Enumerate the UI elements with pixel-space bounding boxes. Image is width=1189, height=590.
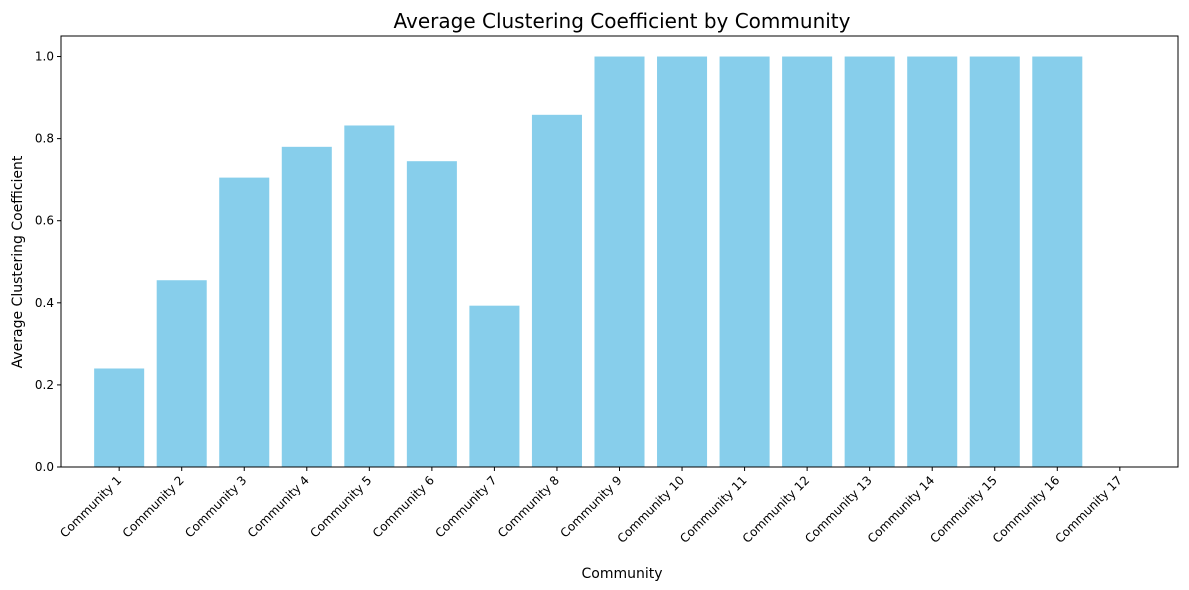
x-tick-label: Community 2 [120,473,187,540]
bar-14 [907,56,958,468]
y-tick-label: 0.6 [35,214,54,228]
x-tick-label: Community 4 [245,473,312,540]
y-axis-label: Average Clustering Coefficient [10,155,26,368]
bar-3 [219,177,270,467]
x-tick-label: Community 13 [802,473,875,546]
bar-10 [657,56,708,468]
x-tick-label: Community 15 [927,473,1000,546]
bar-2 [156,280,207,467]
x-tick-label: Community 3 [182,473,249,540]
bar-1 [94,368,145,467]
x-tick-label: Community 9 [558,473,625,540]
x-tick-label: Community 12 [740,473,813,546]
x-tick-label: Community 17 [1052,473,1125,546]
bar-16 [1032,56,1083,468]
y-tick-label: 1.0 [35,50,54,64]
y-axis: 0.0 0.2 0.4 0.6 0.8 1.0 [35,50,61,474]
x-tick-label: Community 5 [307,473,374,540]
x-tick-label: Community 16 [990,473,1063,546]
y-tick-label: 0.8 [35,132,54,146]
bar-11 [719,56,770,468]
bar-15 [969,56,1020,468]
bar-7 [469,305,520,467]
bar-6 [406,161,457,467]
bar-5 [344,125,395,467]
y-tick-label: 0.0 [35,460,54,474]
x-tick-label: Community 10 [615,473,688,546]
x-tick-label: Community 8 [495,473,562,540]
bar-13 [844,56,895,468]
bar-8 [531,114,582,467]
x-axis-label: Community [581,566,662,582]
chart-title: Average Clustering Coefficient by Commun… [394,9,851,33]
y-tick-label: 0.2 [35,378,54,392]
x-tick-label: Community 7 [432,473,499,540]
y-tick-label: 0.4 [35,296,54,310]
bar-9 [594,56,645,468]
x-tick-label: Community 11 [677,473,750,546]
plot-area [60,35,1179,468]
x-tick-label: Community 1 [57,473,124,540]
bar-12 [782,56,833,468]
bar-4 [281,146,332,468]
x-tick-label: Community 14 [865,473,938,546]
x-tick-label: Community 6 [370,473,437,540]
